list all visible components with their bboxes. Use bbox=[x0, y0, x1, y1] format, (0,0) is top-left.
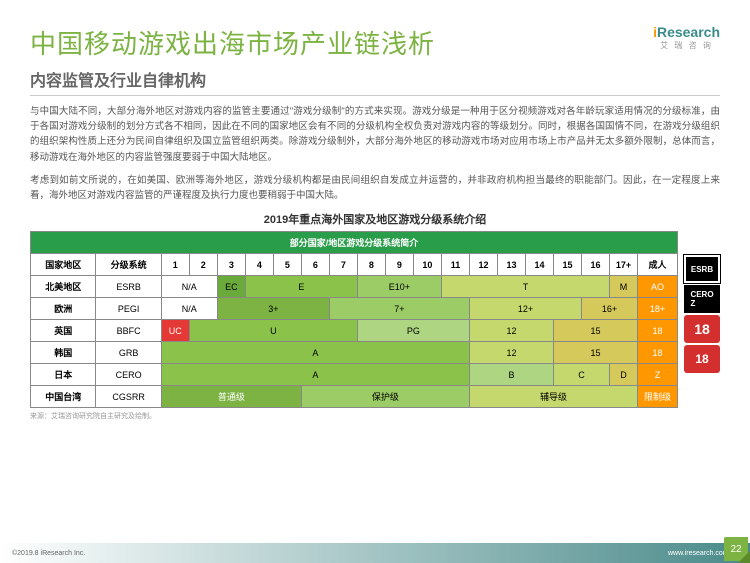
hdr-age: 1 bbox=[161, 254, 189, 276]
table-row: 英国BBFCUCUPG121518 bbox=[31, 320, 678, 342]
region-cell: 中国台湾 bbox=[31, 386, 96, 408]
rating-icons-column: ESRB CEROZ 18 18 bbox=[684, 231, 720, 408]
hdr-age: 2 bbox=[189, 254, 217, 276]
rating-cell: E10+ bbox=[357, 276, 441, 298]
hdr-age: 10 bbox=[413, 254, 441, 276]
logo: iResearch 艾 瑞 咨 询 bbox=[653, 24, 720, 51]
logo-sub: 艾 瑞 咨 询 bbox=[660, 40, 713, 51]
pegi18-icon: 18 bbox=[684, 315, 720, 343]
table-header-row: 国家地区 分级系统 1 2 3 4 5 6 7 8 9 10 11 12 13 … bbox=[31, 254, 678, 276]
table-row: 北美地区ESRBN/AECEE10+TMAO bbox=[31, 276, 678, 298]
rating-cell: 15 bbox=[554, 342, 638, 364]
rating-cell: 15 bbox=[554, 320, 638, 342]
main-title: 中国移动游戏出海市场产业链浅析 bbox=[30, 24, 435, 61]
logo-brand: iResearch bbox=[653, 24, 720, 40]
adult-cell: 限制级 bbox=[638, 386, 678, 408]
region-cell: 欧洲 bbox=[31, 298, 96, 320]
rating-table: 部分国家/地区游戏分级系统简介 国家地区 分级系统 1 2 3 4 5 6 7 … bbox=[30, 231, 678, 408]
rating-cell: 12 bbox=[469, 320, 553, 342]
hdr-age: 15 bbox=[554, 254, 582, 276]
grb18-icon: 18 bbox=[684, 345, 720, 373]
adult-cell: AO bbox=[638, 276, 678, 298]
rating-cell: 12+ bbox=[469, 298, 581, 320]
table-row: 韩国GRBA121518 bbox=[31, 342, 678, 364]
system-cell: BBFC bbox=[96, 320, 161, 342]
system-cell: CGSRR bbox=[96, 386, 161, 408]
cero-icon: CEROZ bbox=[684, 285, 720, 313]
system-cell: CERO bbox=[96, 364, 161, 386]
subtitle: 内容监管及行业自律机构 bbox=[30, 67, 720, 96]
corner-fold bbox=[738, 551, 750, 563]
hdr-age: 13 bbox=[497, 254, 525, 276]
rating-cell: 保护级 bbox=[301, 386, 469, 408]
rating-cell: EC bbox=[217, 276, 245, 298]
paragraph-1: 与中国大陆不同，大部分海外地区对游戏内容的监管主要通过"游戏分级制"的方式来实现… bbox=[30, 104, 720, 165]
region-cell: 北美地区 bbox=[31, 276, 96, 298]
rating-cell: 普通级 bbox=[161, 386, 301, 408]
rating-cell: 辅导级 bbox=[469, 386, 637, 408]
rating-cell: E bbox=[245, 276, 357, 298]
hdr-age: 12 bbox=[469, 254, 497, 276]
esrb-icon: ESRB bbox=[684, 255, 720, 283]
rating-cell: N/A bbox=[161, 298, 217, 320]
hdr-age: 3 bbox=[217, 254, 245, 276]
table-banner: 部分国家/地区游戏分级系统简介 bbox=[31, 232, 678, 254]
hdr-adult: 成人 bbox=[638, 254, 678, 276]
rating-cell: T bbox=[441, 276, 609, 298]
adult-cell: 18 bbox=[638, 320, 678, 342]
header: 中国移动游戏出海市场产业链浅析 iResearch 艾 瑞 咨 询 bbox=[30, 24, 720, 61]
paragraph-2: 考虑到如前文所说的，在如美国、欧洲等海外地区，游戏分级机构都是由民间组织自发成立… bbox=[30, 173, 720, 203]
chart-title: 2019年重点海外国家及地区游戏分级系统介绍 bbox=[30, 211, 720, 227]
hdr-age: 11 bbox=[441, 254, 469, 276]
hdr-age: 6 bbox=[301, 254, 329, 276]
region-cell: 韩国 bbox=[31, 342, 96, 364]
hdr-age: 17+ bbox=[610, 254, 638, 276]
rating-cell: M bbox=[610, 276, 638, 298]
rating-cell: A bbox=[161, 364, 469, 386]
hdr-system: 分级系统 bbox=[96, 254, 161, 276]
adult-cell: Z bbox=[638, 364, 678, 386]
rating-cell: C bbox=[554, 364, 610, 386]
region-cell: 日本 bbox=[31, 364, 96, 386]
system-cell: ESRB bbox=[96, 276, 161, 298]
hdr-age: 5 bbox=[273, 254, 301, 276]
source-note: 来源：艾瑞咨询研究院自主研究及绘制。 bbox=[30, 411, 720, 421]
rating-cell: 12 bbox=[469, 342, 553, 364]
rating-cell: A bbox=[161, 342, 469, 364]
rating-cell: 3+ bbox=[217, 298, 329, 320]
rating-cell: B bbox=[469, 364, 553, 386]
table-row: 日本CEROABCDZ bbox=[31, 364, 678, 386]
hdr-age: 16 bbox=[582, 254, 610, 276]
adult-cell: 18+ bbox=[638, 298, 678, 320]
adult-cell: 18 bbox=[638, 342, 678, 364]
copyright: ©2019.8 iResearch Inc. bbox=[12, 550, 85, 557]
rating-cell: N/A bbox=[161, 276, 217, 298]
hdr-age: 9 bbox=[385, 254, 413, 276]
footer: ©2019.8 iResearch Inc. www.iresearch.com… bbox=[0, 543, 750, 563]
rating-cell: 16+ bbox=[582, 298, 638, 320]
hdr-age: 4 bbox=[245, 254, 273, 276]
rating-cell: PG bbox=[357, 320, 469, 342]
system-cell: PEGI bbox=[96, 298, 161, 320]
hdr-age: 8 bbox=[357, 254, 385, 276]
table-container: 部分国家/地区游戏分级系统简介 国家地区 分级系统 1 2 3 4 5 6 7 … bbox=[30, 231, 720, 408]
table-row: 欧洲PEGIN/A3+7+12+16+18+ bbox=[31, 298, 678, 320]
rating-cell: U bbox=[189, 320, 357, 342]
rating-cell: D bbox=[610, 364, 638, 386]
system-cell: GRB bbox=[96, 342, 161, 364]
hdr-region: 国家地区 bbox=[31, 254, 96, 276]
hdr-age: 14 bbox=[525, 254, 553, 276]
region-cell: 英国 bbox=[31, 320, 96, 342]
table-row: 中国台湾CGSRR普通级保护级辅导级限制级 bbox=[31, 386, 678, 408]
rating-cell: UC bbox=[161, 320, 189, 342]
rating-cell: 7+ bbox=[329, 298, 469, 320]
hdr-age: 7 bbox=[329, 254, 357, 276]
